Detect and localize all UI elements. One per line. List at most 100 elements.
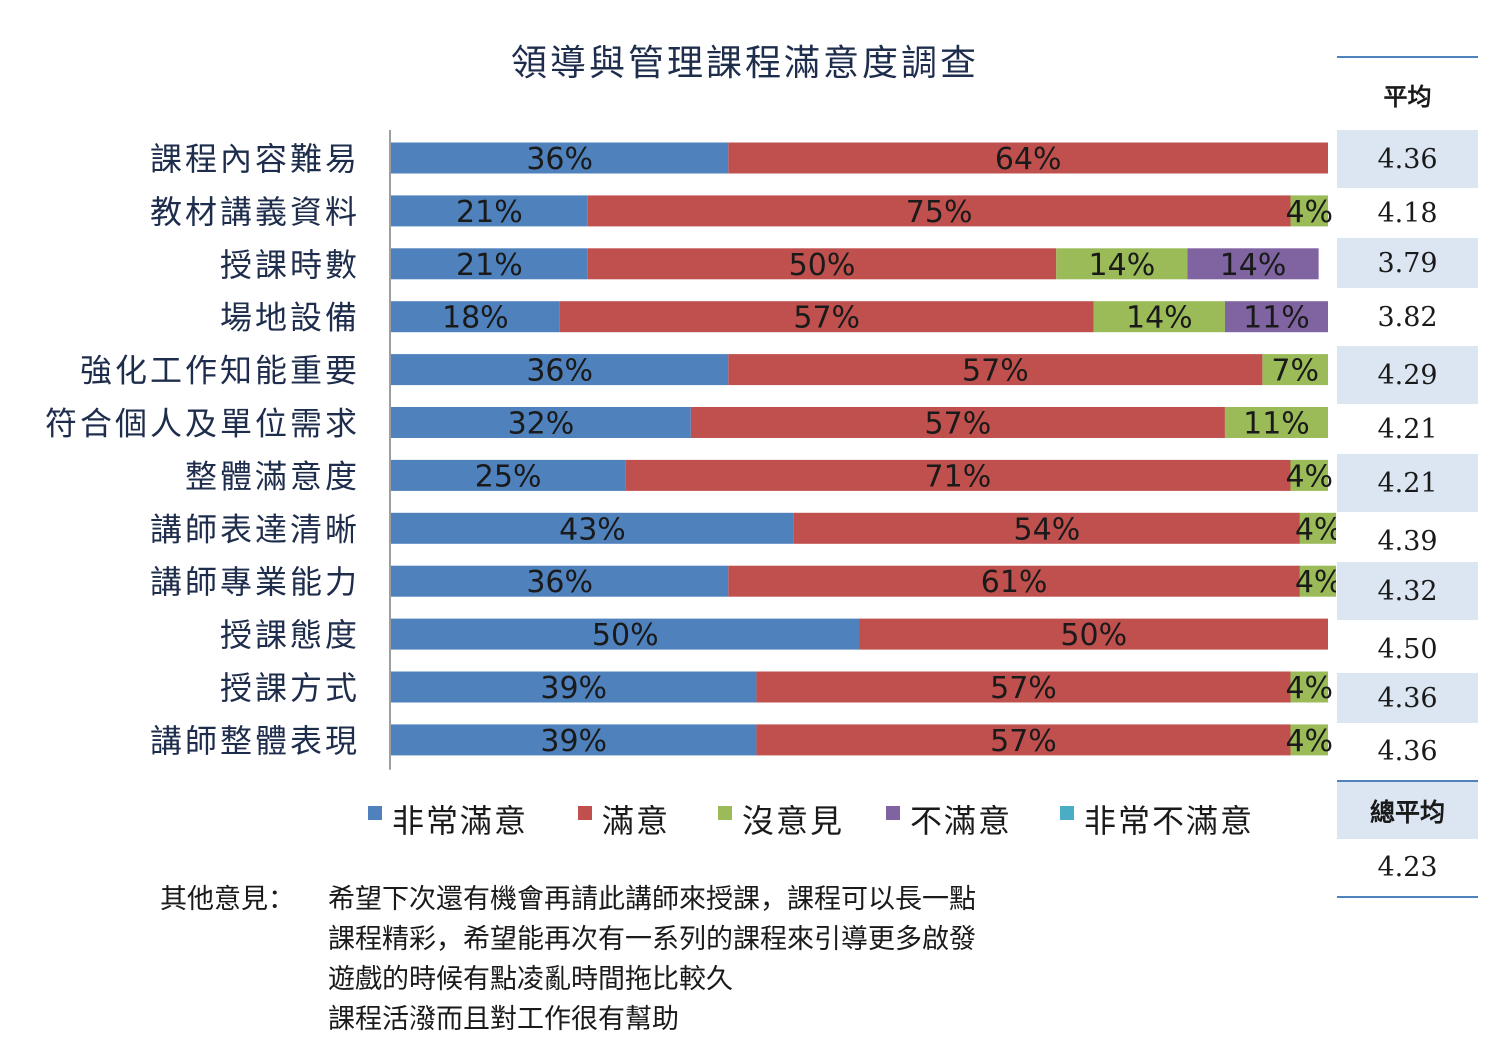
legend-swatch	[368, 806, 382, 820]
data-label: 36%	[526, 354, 593, 389]
bar-segment	[391, 354, 729, 386]
data-label: 75%	[906, 195, 973, 230]
bar-segment	[1290, 459, 1328, 491]
data-label: 50%	[789, 248, 856, 283]
category-label: 課程內容難易	[150, 140, 360, 178]
bar-segment	[391, 301, 560, 333]
bar-segment	[1290, 671, 1328, 703]
overall-average-panel: 總平均 4.23	[1337, 780, 1478, 898]
average-value: 4.39	[1377, 525, 1438, 557]
bar-segment	[859, 618, 1328, 650]
comment-line: 希望下次還有機會再請此講師來授課，課程可以長一點	[328, 884, 976, 915]
chart-title: 領導與管理課程滿意度調查	[510, 43, 979, 84]
data-label: 36%	[526, 565, 593, 600]
average-header: 平均	[1337, 56, 1478, 132]
data-label: 61%	[981, 565, 1048, 600]
data-label: 4%	[1285, 459, 1333, 494]
data-label: 57%	[990, 724, 1057, 759]
bar-segment	[1056, 248, 1188, 280]
legend-label: 非常滿意	[392, 802, 528, 840]
bar-segment	[391, 142, 729, 174]
data-label: 14%	[1126, 301, 1193, 336]
bar-segment	[391, 512, 794, 544]
data-label: 18%	[442, 301, 509, 336]
category-label: 授課態度	[220, 616, 360, 654]
bar-segment	[728, 565, 1300, 597]
data-label: 32%	[508, 407, 575, 442]
category-label: 講師專業能力	[150, 563, 360, 601]
average-value: 4.36	[1337, 130, 1478, 188]
data-label: 64%	[995, 142, 1062, 177]
bar-segment	[1290, 724, 1328, 756]
data-label: 50%	[592, 618, 659, 653]
comment-line: 課程精彩，希望能再次有一系列的課程來引導更多啟發	[328, 924, 976, 955]
average-value: 4.36	[1377, 735, 1438, 767]
bar-segment	[756, 671, 1291, 703]
comments-label: 其他意見：	[160, 884, 295, 915]
average-value: 4.18	[1377, 197, 1438, 229]
data-label: 39%	[540, 724, 607, 759]
average-value: 4.50	[1377, 633, 1438, 665]
overall-average-header: 總平均	[1337, 780, 1478, 839]
category-label: 講師表達清晰	[150, 510, 360, 548]
bar-segment	[1224, 301, 1328, 333]
bar-segment	[391, 407, 691, 438]
category-label: 授課方式	[220, 669, 360, 707]
bar-segment	[391, 565, 729, 597]
data-label: 43%	[559, 512, 626, 547]
overall-average-value: 4.23	[1337, 839, 1478, 898]
legend-label: 沒意見	[742, 802, 844, 840]
bar-segment	[1299, 512, 1336, 544]
comment-line: 課程活潑而且對工作很有幫助	[328, 1004, 679, 1035]
data-label: 11%	[1243, 407, 1310, 442]
data-label: 21%	[456, 195, 523, 230]
bar-segment	[756, 724, 1291, 756]
comments-section: 其他意見： 希望下次還有機會再請此講師來授課，課程可以長一點 課程精彩，希望能再…	[160, 880, 976, 1040]
average-value: 3.82	[1377, 301, 1438, 333]
data-label: 4%	[1285, 195, 1333, 230]
legend-label: 非常不滿意	[1084, 802, 1254, 840]
average-panel: 平均 4.36 4.18 3.79 3.82 4.29 4.21 4.21 4.39 4.32 4…	[1337, 56, 1478, 767]
bar-segment	[728, 354, 1263, 386]
category-label: 講師整體表現	[150, 722, 360, 760]
legend-swatch	[886, 806, 900, 820]
bar-segment	[728, 142, 1328, 174]
category-label: 場地設備	[220, 299, 360, 337]
average-value: 3.79	[1337, 238, 1478, 288]
bar-segment	[1093, 301, 1225, 333]
category-label: 整體滿意度	[185, 457, 360, 495]
data-label: 4%	[1285, 671, 1333, 706]
comments-lines: 希望下次還有機會再請此講師來授課，課程可以長一點 課程精彩，希望能再次有一系列的…	[328, 880, 976, 1040]
average-value: 4.32	[1337, 562, 1478, 620]
data-label: 11%	[1243, 301, 1310, 336]
bar-segment	[1187, 248, 1319, 280]
data-label: 4%	[1295, 512, 1336, 547]
data-label: 14%	[1220, 248, 1287, 283]
data-label: 4%	[1285, 724, 1333, 759]
data-label: 21%	[456, 248, 523, 283]
bar-segment	[391, 671, 757, 703]
data-label: 57%	[925, 407, 992, 442]
legend-swatch	[578, 806, 592, 820]
data-label: 57%	[793, 301, 860, 336]
legend-swatch	[1060, 806, 1074, 820]
data-label: 57%	[962, 354, 1029, 389]
bar-segment	[587, 248, 1057, 280]
data-label: 4%	[1295, 565, 1336, 600]
stacked-bar-chart: 課程內容難易 36% 64% 教材講義資料 21% 75% 4% 授課時數 21% 50% 14% 1…	[45, 130, 1336, 840]
bar-segment	[1224, 407, 1328, 438]
data-label: 25%	[475, 459, 542, 494]
data-label: 54%	[1014, 512, 1081, 547]
data-label: 14%	[1089, 248, 1156, 283]
bar-segment	[391, 724, 757, 756]
legend-swatch	[718, 806, 732, 820]
average-value: 4.29	[1337, 346, 1478, 404]
bar-segment	[587, 195, 1291, 227]
legend-label: 滿意	[602, 802, 670, 840]
data-label: 71%	[925, 459, 992, 494]
category-label: 授課時數	[220, 246, 360, 284]
bar-segment	[793, 512, 1300, 544]
data-label: 50%	[1060, 618, 1127, 653]
bar-segment	[1290, 195, 1328, 227]
average-value: 4.36	[1337, 673, 1478, 723]
